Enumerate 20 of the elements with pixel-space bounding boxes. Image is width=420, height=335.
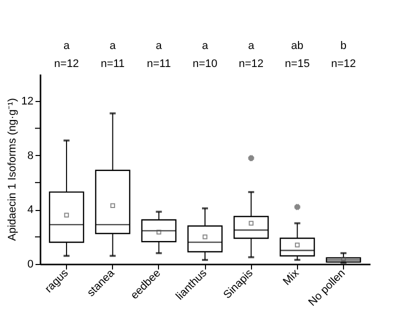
text: b: [340, 40, 347, 52]
text: a: [248, 40, 256, 52]
text: n=11: [146, 58, 171, 70]
y-axis-title: Apidaecin 1 Isoforms (ng·g⁻¹): [6, 98, 18, 241]
x-tick-label: Mix: [280, 266, 302, 288]
text: ab: [291, 40, 304, 52]
text: n=12: [54, 58, 79, 70]
y-tick-label: 0: [27, 258, 34, 270]
y-tick-label: 4: [27, 204, 34, 216]
y-tick-label: 8: [27, 150, 34, 162]
text: a: [202, 40, 209, 52]
text: n=12: [331, 58, 356, 70]
text: n=10: [192, 58, 218, 70]
text: n=15: [284, 58, 310, 70]
text: a: [63, 40, 70, 52]
text: a: [110, 40, 117, 52]
y-tick-label: 12: [21, 96, 34, 108]
text: n=11: [100, 58, 125, 70]
text: a: [156, 40, 163, 52]
text: n=12: [238, 58, 264, 70]
